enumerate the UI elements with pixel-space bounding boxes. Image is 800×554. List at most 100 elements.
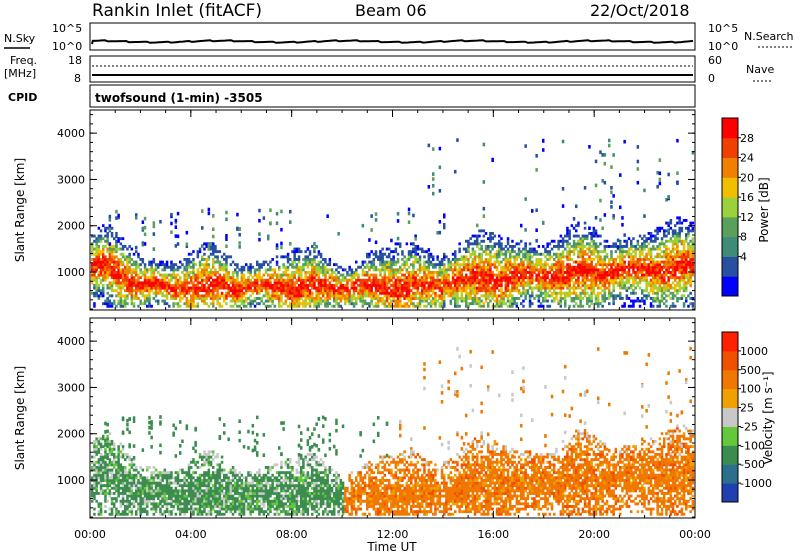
heatmap-cell	[304, 281, 307, 285]
heatmap-cell	[619, 276, 622, 280]
heatmap-cell	[396, 286, 400, 290]
heatmap-cell	[95, 473, 98, 477]
heatmap-cell	[654, 291, 657, 295]
heatmap-cell	[652, 278, 655, 282]
heatmap-cell	[476, 297, 479, 300]
heatmap-cell	[522, 299, 525, 303]
heatmap-cell	[553, 258, 556, 261]
heatmap-cell	[645, 294, 648, 298]
heatmap-cell	[346, 299, 349, 303]
heatmap-cell	[687, 273, 690, 277]
heatmap-cell	[93, 460, 96, 464]
heatmap-cell	[108, 224, 112, 228]
heatmap-cell	[99, 445, 103, 449]
heatmap-cell	[361, 294, 365, 298]
heatmap-cell	[269, 299, 272, 303]
heatmap-cell	[678, 263, 681, 267]
heatmap-cell	[689, 258, 692, 261]
heatmap-cell	[383, 286, 387, 290]
heatmap-cell	[388, 247, 391, 251]
heatmap-cell	[185, 268, 189, 272]
heatmap-cell	[676, 260, 679, 264]
heatmap-cell	[581, 260, 585, 264]
heatmap-cell	[196, 252, 200, 256]
heatmap-cell	[608, 260, 611, 264]
heatmap-cell	[502, 265, 505, 269]
heatmap-cell	[385, 281, 389, 285]
heatmap-cell	[154, 284, 158, 287]
heatmap-cell	[207, 276, 211, 280]
heatmap-cell	[262, 284, 266, 287]
heatmap-cell	[612, 302, 615, 306]
heatmap-cell	[289, 263, 292, 267]
heatmap-cell	[476, 255, 479, 259]
heatmap-cell	[383, 276, 387, 280]
heatmap-cell	[559, 286, 563, 290]
heatmap-cell	[104, 255, 107, 259]
heatmap-cell	[689, 273, 692, 277]
heatmap-cell	[216, 289, 219, 293]
heatmap-cell	[93, 258, 96, 261]
heatmap-cell	[262, 278, 266, 282]
heatmap-cell	[247, 265, 250, 269]
heatmap-cell	[425, 268, 428, 272]
heatmap-cell	[355, 268, 358, 272]
heatmap-cell	[502, 299, 505, 303]
heatmap-cell	[201, 297, 204, 300]
heatmap-cell	[304, 271, 307, 274]
heatmap-cell	[522, 268, 525, 272]
heatmap-cell	[93, 273, 96, 277]
heatmap-cell	[566, 234, 569, 238]
heatmap-cell	[489, 271, 492, 274]
heatmap-cell	[495, 304, 499, 308]
heatmap-cell	[295, 268, 299, 272]
heatmap-cell	[187, 302, 191, 306]
heatmap-cell	[456, 289, 459, 293]
heatmap-cell	[379, 289, 382, 293]
heatmap-cell	[421, 247, 424, 251]
heatmap-cell	[685, 219, 688, 222]
heatmap-cell	[504, 291, 508, 295]
heatmap-cell	[526, 255, 530, 259]
heatmap-cell	[465, 263, 468, 267]
heatmap-cell	[687, 260, 690, 264]
heatmap-cell	[117, 271, 120, 274]
heatmap-cell	[99, 479, 103, 482]
heatmap-cell	[108, 271, 112, 274]
heatmap-cell	[240, 286, 244, 290]
heatmap-cell	[284, 278, 288, 282]
heatmap-cell	[513, 299, 516, 303]
heatmap-cell	[656, 278, 659, 282]
heatmap-cell	[473, 289, 477, 293]
heatmap-cell	[295, 297, 299, 300]
heatmap-cell	[201, 278, 204, 282]
heatmap-cell	[509, 260, 512, 264]
heatmap-cell	[524, 250, 527, 254]
heatmap-cell	[473, 276, 477, 280]
heatmap-cell	[148, 304, 151, 308]
heatmap-cell	[106, 226, 109, 230]
heatmap-cell	[627, 268, 631, 272]
heatmap-cell	[559, 252, 563, 256]
heatmap-cell	[559, 234, 563, 238]
heatmap-cell	[377, 297, 380, 300]
heatmap-cell	[302, 291, 305, 295]
heatmap-cell	[555, 291, 558, 295]
heatmap-cell	[667, 232, 670, 235]
heatmap-cell	[139, 263, 142, 267]
heatmap-cell	[368, 252, 371, 256]
heatmap-cell	[363, 302, 367, 306]
heatmap-cell	[524, 252, 527, 256]
heatmap-cell	[601, 278, 604, 282]
heatmap-cell	[495, 250, 499, 254]
heatmap-cell	[377, 258, 380, 261]
heatmap-cell	[407, 252, 411, 256]
heatmap-cell	[315, 268, 318, 272]
heatmap-cell	[586, 271, 589, 274]
heatmap-cell	[95, 284, 98, 287]
velocity-heatmap	[91, 346, 695, 516]
heatmap-cell	[625, 281, 629, 285]
heatmap-cell	[110, 245, 114, 248]
heatmap-cell	[660, 273, 664, 277]
heatmap-cell	[526, 263, 530, 267]
